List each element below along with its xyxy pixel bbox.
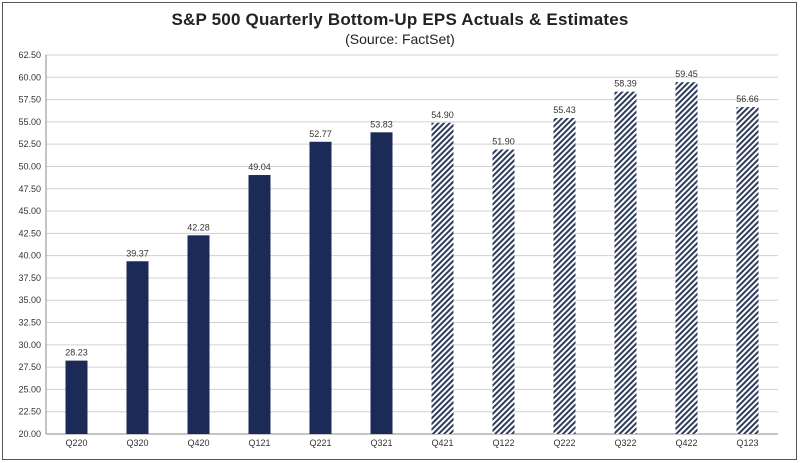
y-tick-label: 20.00 <box>18 429 41 439</box>
data-label: 54.90 <box>431 110 454 120</box>
axes <box>45 55 778 435</box>
bar-estimate <box>431 122 454 435</box>
y-tick-label: 42.50 <box>18 228 41 238</box>
data-label: 58.39 <box>614 79 637 89</box>
x-tick-label: Q221 <box>309 438 331 448</box>
x-tick-label: Q123 <box>736 438 758 448</box>
bar-actual <box>370 132 393 435</box>
y-tick-label: 45.00 <box>18 206 41 216</box>
y-tick-label: 52.50 <box>18 139 41 149</box>
gridlines <box>46 54 778 435</box>
x-tick-label: Q220 <box>65 438 87 448</box>
bars <box>65 82 759 435</box>
data-label: 51.90 <box>492 137 515 147</box>
x-tick-label: Q422 <box>675 438 697 448</box>
x-tick-label: Q320 <box>126 438 148 448</box>
data-label: 52.77 <box>309 129 332 139</box>
y-tick-label: 22.50 <box>18 407 41 417</box>
bar-actual <box>65 360 88 434</box>
bar-actual <box>187 235 210 434</box>
x-tick-label: Q222 <box>553 438 575 448</box>
y-tick-label: 30.00 <box>18 340 41 350</box>
data-label: 53.83 <box>370 119 393 129</box>
data-label: 39.37 <box>126 248 149 258</box>
y-tick-label: 62.50 <box>18 50 41 60</box>
x-tick-label: Q421 <box>431 438 453 448</box>
y-tick-label: 50.00 <box>18 161 41 171</box>
bar-actual <box>309 141 332 434</box>
y-tick-label: 47.50 <box>18 184 41 194</box>
chart-title: S&P 500 Quarterly Bottom-Up EPS Actuals … <box>171 10 629 29</box>
labels: 20.00 22.50 25.00 27.50 30.00 32.50 35.00 37.50… <box>18 50 758 448</box>
x-tick-label: Q420 <box>187 438 209 448</box>
bar-estimate <box>736 107 759 435</box>
y-tick-label: 35.00 <box>18 295 41 305</box>
x-tick-label: Q321 <box>370 438 392 448</box>
y-tick-label: 55.00 <box>18 117 41 127</box>
y-tick-label: 27.50 <box>18 362 41 372</box>
bar-estimate <box>492 149 515 435</box>
bar-estimate <box>675 82 698 434</box>
chart-subtitle: (Source: FactSet) <box>345 31 455 47</box>
x-tick-label: Q322 <box>614 438 636 448</box>
y-tick-label: 40.00 <box>18 251 41 261</box>
data-label: 59.45 <box>675 69 698 79</box>
y-tick-label: 60.00 <box>18 72 41 82</box>
data-label: 42.28 <box>187 222 210 232</box>
data-label: 49.04 <box>248 162 271 172</box>
bar-actual <box>248 175 271 434</box>
bar-estimate <box>553 118 576 435</box>
data-label: 28.23 <box>65 348 88 358</box>
bar-actual <box>126 261 149 434</box>
x-tick-label: Q121 <box>248 438 270 448</box>
data-label: 55.43 <box>553 105 576 115</box>
x-tick-label: Q122 <box>492 438 514 448</box>
y-tick-label: 37.50 <box>18 273 41 283</box>
y-tick-label: 32.50 <box>18 318 41 328</box>
data-label: 56.66 <box>736 94 759 104</box>
y-tick-label: 57.50 <box>18 95 41 105</box>
y-tick-label: 25.00 <box>18 384 41 394</box>
bar-estimate <box>614 91 637 435</box>
